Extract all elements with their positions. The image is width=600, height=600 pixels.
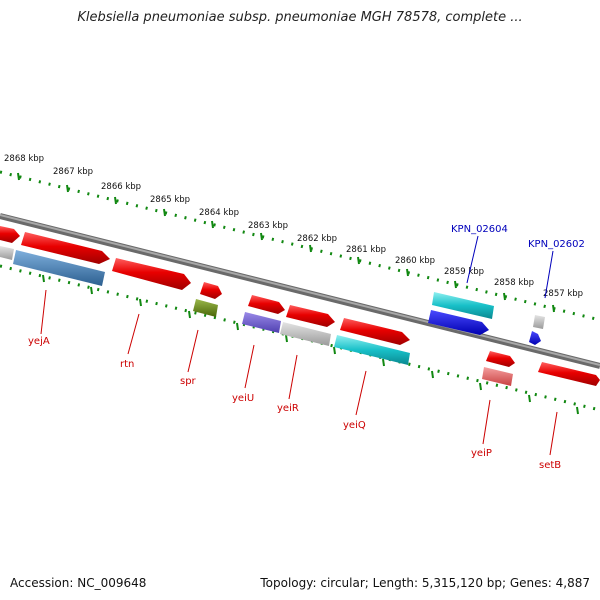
map-title: Klebsiella pneumoniae subsp. pneumoniae …	[77, 10, 523, 25]
feature-block	[334, 335, 410, 365]
ruler-label: 2861 kbp	[346, 245, 386, 255]
genome-backbone	[0, 213, 600, 369]
gene-arrow	[112, 258, 191, 290]
locus-label: KPN_02602	[528, 239, 585, 250]
accession-text: Accession: NC_009648	[10, 576, 147, 590]
ruler-label: 2868 kbp	[4, 154, 44, 164]
feature-block	[280, 322, 331, 346]
leader-lines	[40, 235, 558, 456]
feature-block	[428, 310, 489, 335]
gene-label: yeiR	[277, 403, 299, 414]
gene-arrow	[286, 305, 335, 327]
feature-block	[0, 246, 14, 260]
locus-features	[428, 292, 545, 345]
genome-summary-text: Topology: circular; Length: 5,315,120 bp…	[260, 576, 590, 590]
ruler-label: 2859 kbp	[444, 267, 484, 277]
ruler-label: 2862 kbp	[297, 234, 337, 244]
ruler-label: 2864 kbp	[199, 208, 239, 218]
gene-label: spr	[180, 376, 197, 387]
outer-ruler	[0, 170, 600, 322]
gene-arrow	[200, 282, 222, 299]
gene-label: yeiU	[232, 393, 254, 404]
feature-block	[432, 292, 494, 319]
feature-block	[13, 250, 105, 286]
ruler-label: 2858 kbp	[494, 278, 534, 288]
feature-block	[533, 315, 545, 329]
forward-features	[0, 226, 600, 386]
gene-arrow	[486, 351, 515, 367]
ruler-label: 2867 kbp	[53, 167, 93, 177]
ruler-labels: 2868 kbp 2867 kbp 2866 kbp 2865 kbp 2864…	[4, 154, 583, 299]
gene-label: rtn	[120, 359, 134, 370]
feature-block	[242, 312, 281, 333]
gene-arrow	[0, 226, 20, 243]
gene-label: yeiQ	[343, 420, 366, 431]
gene-arrow	[538, 362, 600, 386]
gene-arrow	[248, 295, 285, 314]
ruler-label: 2863 kbp	[248, 221, 288, 231]
gene-arrow	[21, 232, 110, 264]
ruler-label: 2860 kbp	[395, 256, 435, 266]
ruler-label: 2857 kbp	[543, 289, 583, 299]
gene-labels: yejA rtn spr yeiU yeiR yeiQ yeiP setB KP…	[28, 224, 585, 471]
feature-block	[529, 331, 541, 345]
gene-label: yejA	[28, 336, 50, 347]
feature-block	[482, 367, 513, 386]
gene-arrow	[340, 318, 410, 345]
feature-block	[193, 299, 218, 317]
ruler-label: 2865 kbp	[150, 195, 190, 205]
ruler-label: 2866 kbp	[101, 182, 141, 192]
inner-ruler	[0, 264, 600, 415]
other-features	[0, 246, 513, 386]
gene-label: yeiP	[471, 448, 492, 459]
gene-label: setB	[539, 460, 561, 471]
locus-label: KPN_02604	[451, 224, 508, 235]
